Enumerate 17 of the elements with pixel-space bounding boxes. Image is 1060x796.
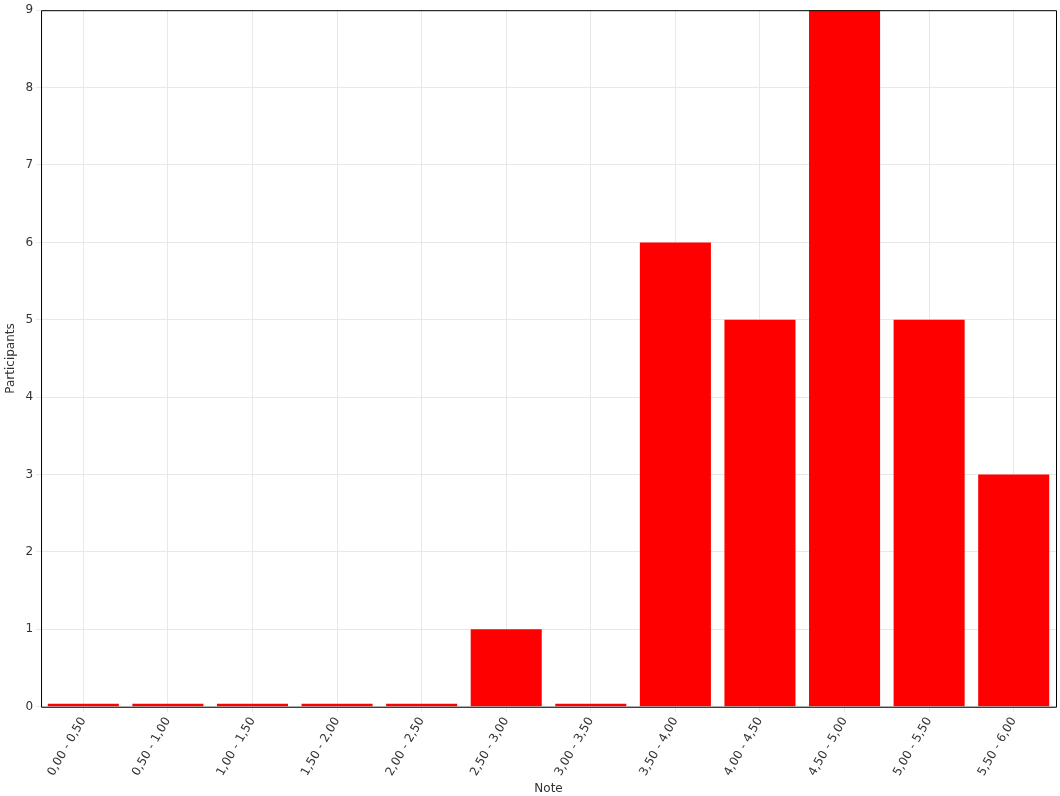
y-tick-label: 8 — [25, 79, 34, 94]
x-axis-title: Note — [534, 780, 563, 795]
bar — [893, 319, 965, 707]
bar — [809, 10, 881, 707]
bar — [724, 319, 796, 707]
y-tick-label: 3 — [25, 466, 34, 481]
y-tick-label: 6 — [25, 234, 34, 249]
bar — [639, 242, 711, 707]
y-tick-label: 7 — [25, 157, 34, 172]
y-tick-label: 2 — [25, 544, 34, 559]
bar — [978, 474, 1050, 707]
y-tick-label: 5 — [25, 311, 34, 326]
y-axis-title: Participants — [3, 323, 18, 394]
y-tick-label: 1 — [25, 621, 34, 636]
y-tick-label: 0 — [25, 698, 34, 713]
y-tick-label: 4 — [25, 389, 34, 404]
y-tick-label: 9 — [25, 2, 34, 17]
